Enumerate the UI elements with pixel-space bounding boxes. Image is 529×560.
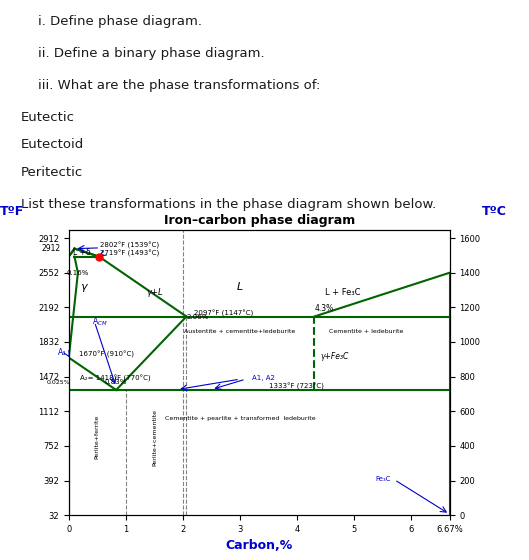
- Text: Perlite+cementite: Perlite+cementite: [152, 409, 157, 466]
- Text: 2912: 2912: [41, 244, 60, 253]
- Text: ii. Define a binary phase diagram.: ii. Define a binary phase diagram.: [21, 47, 265, 60]
- Text: L + Fe₃C: L + Fe₃C: [325, 288, 361, 297]
- Text: Cementite + pearlite + transformed  ledeburite: Cementite + pearlite + transformed ledeb…: [165, 416, 315, 421]
- Text: 2719°F (1493°C): 2719°F (1493°C): [100, 250, 159, 257]
- Text: List these transformations in the phase diagram shown below.: List these transformations in the phase …: [21, 198, 436, 211]
- Text: 0.025%: 0.025%: [47, 380, 70, 385]
- Text: A₂= 1418°F (770°C): A₂= 1418°F (770°C): [80, 375, 151, 382]
- Text: 0.83%: 0.83%: [105, 379, 127, 385]
- Text: 4.3%: 4.3%: [314, 304, 334, 313]
- Text: 0.16%: 0.16%: [67, 270, 89, 276]
- Text: A₃: A₃: [58, 348, 66, 357]
- Title: Iron–carbon phase diagram: Iron–carbon phase diagram: [163, 214, 355, 227]
- Text: iii. What are the phase transformations of:: iii. What are the phase transformations …: [21, 79, 321, 92]
- Text: i. Define phase diagram.: i. Define phase diagram.: [21, 15, 202, 28]
- Text: 2802°F (1539°C): 2802°F (1539°C): [100, 242, 159, 249]
- Text: Peritectic: Peritectic: [21, 166, 84, 179]
- Text: TºF: TºF: [0, 206, 24, 218]
- Text: Eutectic: Eutectic: [21, 111, 75, 124]
- Text: Eutectoid: Eutectoid: [21, 138, 85, 151]
- Text: Perlite+ferrite: Perlite+ferrite: [95, 415, 100, 459]
- Text: TºC: TºC: [482, 206, 507, 218]
- Text: γ+Fe₃C: γ+Fe₃C: [320, 352, 349, 361]
- Text: 1333°F (723°C): 1333°F (723°C): [269, 383, 324, 390]
- Text: γ+L: γ+L: [146, 288, 163, 297]
- Text: γ: γ: [80, 282, 86, 292]
- Text: 1670°F (910°C): 1670°F (910°C): [79, 351, 134, 358]
- Text: L: L: [237, 282, 243, 292]
- Text: A$_{CM}$: A$_{CM}$: [92, 316, 107, 328]
- Text: L +δ: L +δ: [74, 249, 91, 258]
- Text: Cementite + ledeburite: Cementite + ledeburite: [329, 329, 403, 334]
- Text: A1, A2: A1, A2: [251, 375, 275, 381]
- Text: 2.06%: 2.06%: [186, 315, 208, 320]
- Text: Austentite + cementite+ledeburite: Austentite + cementite+ledeburite: [185, 329, 296, 334]
- Text: 2097°F (1147°C): 2097°F (1147°C): [194, 309, 253, 316]
- Text: Fe₃C: Fe₃C: [375, 475, 390, 482]
- X-axis label: Carbon,%: Carbon,%: [225, 539, 293, 553]
